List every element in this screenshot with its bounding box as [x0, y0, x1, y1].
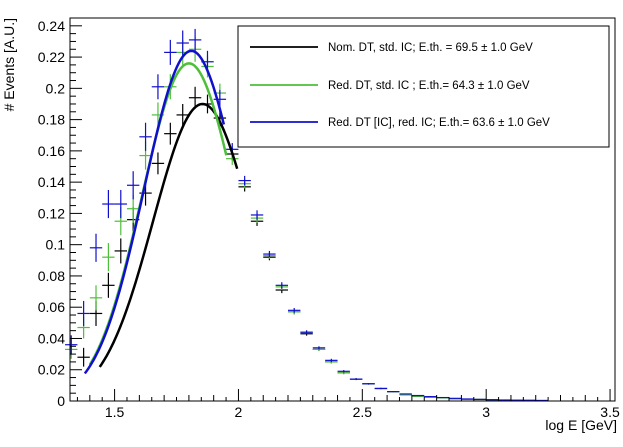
y-tick-label: 0.02: [38, 362, 65, 378]
data-point: [188, 86, 202, 109]
x-tick-label: 2: [235, 404, 243, 420]
fit-layer: [83, 49, 239, 375]
data-point: [176, 30, 189, 56]
y-tick-label: 0.04: [38, 330, 65, 346]
data-point: [312, 346, 326, 350]
data-point: [102, 189, 115, 219]
x-tick-label: 3.5: [600, 404, 620, 420]
x-tick-label: 2.5: [353, 404, 373, 420]
data-point: [374, 387, 388, 390]
y-tick-label: 0.12: [38, 205, 65, 221]
y-tick-label: 0.16: [38, 143, 65, 159]
data-point: [300, 330, 313, 335]
data-point: [164, 122, 177, 145]
data-point: [337, 370, 350, 373]
data-point: [288, 307, 301, 313]
y-tick-label: 0.18: [38, 112, 65, 128]
data-point: [275, 282, 288, 289]
y-tick-label: 0.1: [46, 237, 66, 253]
y-tick-label: 0: [57, 393, 65, 409]
data-point: [89, 233, 103, 262]
x-tick-label: 1.5: [105, 404, 125, 420]
data-point: [126, 171, 140, 200]
data-point: [176, 103, 189, 126]
data-point: [349, 378, 363, 381]
data-point: [424, 396, 437, 398]
data-point: [151, 74, 165, 100]
data-point: [139, 122, 152, 151]
data-point: [325, 358, 338, 362]
data-point: [77, 300, 90, 326]
data-point: [114, 238, 127, 264]
data-point: [151, 152, 165, 175]
axis-layer: 0 0.02 0.04 0.06 0.08 0.1 0.12 0.14 0.16 0.18 0.2 0…: [38, 18, 620, 420]
legend-label-reduced-std: Red. DT, std. IC ; E.th.= 64.3 ± 1.0 GeV: [328, 80, 530, 92]
legend: Nom. DT, std. IC; E.th. = 69.5 ± 1.0 GeV…: [237, 25, 610, 148]
y-tick-label: 0.06: [38, 299, 65, 315]
data-point: [387, 391, 400, 393]
data-point: [77, 347, 90, 367]
data-point: [250, 210, 264, 220]
data-point: [263, 250, 276, 258]
fit-curve: [83, 49, 226, 375]
data-layer: [65, 28, 549, 402]
data-point: [188, 28, 202, 51]
data-point: [164, 39, 177, 65]
data-point: [411, 394, 425, 397]
x-axis-label: log E [GeV]: [545, 417, 617, 433]
data-point: [102, 272, 115, 298]
data-point: [89, 285, 103, 311]
data-point: [238, 175, 251, 186]
x-tick-label: 3: [482, 404, 490, 420]
legend-label-nominal: Nom. DT, std. IC; E.th. = 69.5 ± 1.0 GeV: [328, 42, 533, 54]
y-axis-label: # Events [A.U.]: [1, 18, 17, 111]
legend-label-reduced-ic: Red. DT [IC], red. IC; E.th.= 63.6 ± 1.0…: [328, 117, 550, 129]
data-point: [102, 243, 115, 272]
data-point: [436, 396, 450, 399]
data-point: [362, 383, 375, 385]
data-point: [399, 393, 412, 395]
y-tick-label: 0.14: [38, 174, 65, 190]
y-tick-label: 0.24: [38, 18, 65, 34]
plot-frame: [69, 17, 616, 402]
data-point: [114, 189, 127, 219]
y-tick-label: 0.08: [38, 268, 65, 284]
y-tick-label: 0.2: [46, 80, 66, 96]
y-tick-label: 0.22: [38, 49, 65, 65]
